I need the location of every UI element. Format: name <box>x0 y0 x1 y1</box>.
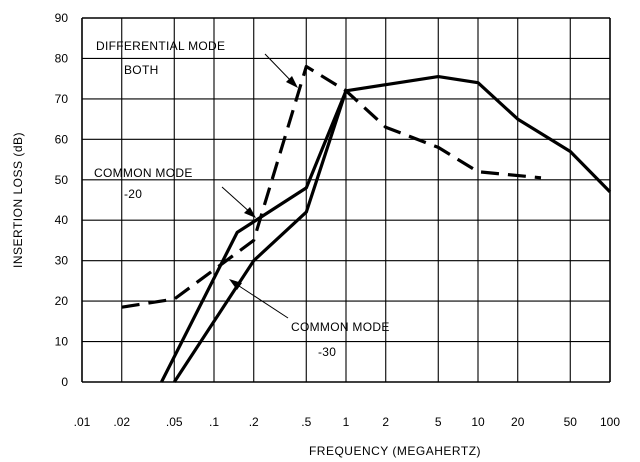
x-tick-label: 2 <box>382 415 389 429</box>
x-tick-label: 1 <box>343 415 350 429</box>
series-line-1 <box>160 74 612 383</box>
x-tick-label: 5 <box>435 415 442 429</box>
annotation-common-mode-20-arrowhead <box>244 207 256 218</box>
annotation-common-mode-20-line2: -20 <box>124 187 142 201</box>
annotation-common-mode-20: COMMON MODE -20 <box>94 166 256 218</box>
x-axis-title: FREQUENCY (MEGAHERTZ) <box>309 444 481 458</box>
y-tick-label: 0 <box>61 375 68 389</box>
y-tick-label: 80 <box>55 51 69 65</box>
x-tick-label: .2 <box>249 415 259 429</box>
annotation-common-mode-20-line1: COMMON MODE <box>94 166 193 180</box>
y-tick-label: 10 <box>55 335 69 349</box>
y-tick-label: 60 <box>55 132 69 146</box>
series-line-2 <box>172 90 348 383</box>
y-tick-label: 90 <box>55 11 69 25</box>
annotation-common-mode-20-arrow-shaft <box>221 186 253 215</box>
annotation-common-mode-30-line2: -30 <box>318 345 336 359</box>
x-tick-label: 100 <box>600 415 620 429</box>
annotation-common-mode-30-arrow-shaft <box>235 283 289 319</box>
y-tick-label: 70 <box>55 92 69 106</box>
annotation-differential-mode-line2: BOTH <box>124 63 159 77</box>
annotation-common-mode-30: COMMON MODE -30 <box>229 279 390 359</box>
y-tick-labels: 0 10 20 30 40 50 60 70 80 90 <box>55 11 69 389</box>
y-tick-label: 20 <box>55 294 69 308</box>
annotation-common-mode-30-line1: COMMON MODE <box>291 320 390 334</box>
x-tick-label: .5 <box>301 415 311 429</box>
x-tick-label: 10 <box>471 415 485 429</box>
series-lines <box>121 64 612 383</box>
y-tick-label: 40 <box>55 213 69 227</box>
y-tick-label: 30 <box>55 254 69 268</box>
x-tick-labels: .01 .02 .05 .1 .2 .5 1 2 5 10 20 50 100 <box>74 415 621 429</box>
x-tick-label: 50 <box>564 415 578 429</box>
x-tick-label: .1 <box>209 415 219 429</box>
x-tick-label: .01 <box>74 415 91 429</box>
annotation-differential-mode: DIFFERENTIAL MODE BOTH <box>96 39 298 88</box>
annotation-common-mode-30-arrowhead <box>229 279 242 290</box>
x-tick-label: .05 <box>166 415 183 429</box>
grid <box>81 17 611 383</box>
annotation-differential-mode-line1: DIFFERENTIAL MODE <box>96 39 225 53</box>
annotation-differential-mode-arrowhead <box>286 76 298 88</box>
y-axis-title: INSERTION LOSS (dB) <box>11 132 25 268</box>
x-tick-label: .02 <box>113 415 130 429</box>
x-tick-label: 20 <box>511 415 525 429</box>
y-tick-label: 50 <box>55 173 69 187</box>
